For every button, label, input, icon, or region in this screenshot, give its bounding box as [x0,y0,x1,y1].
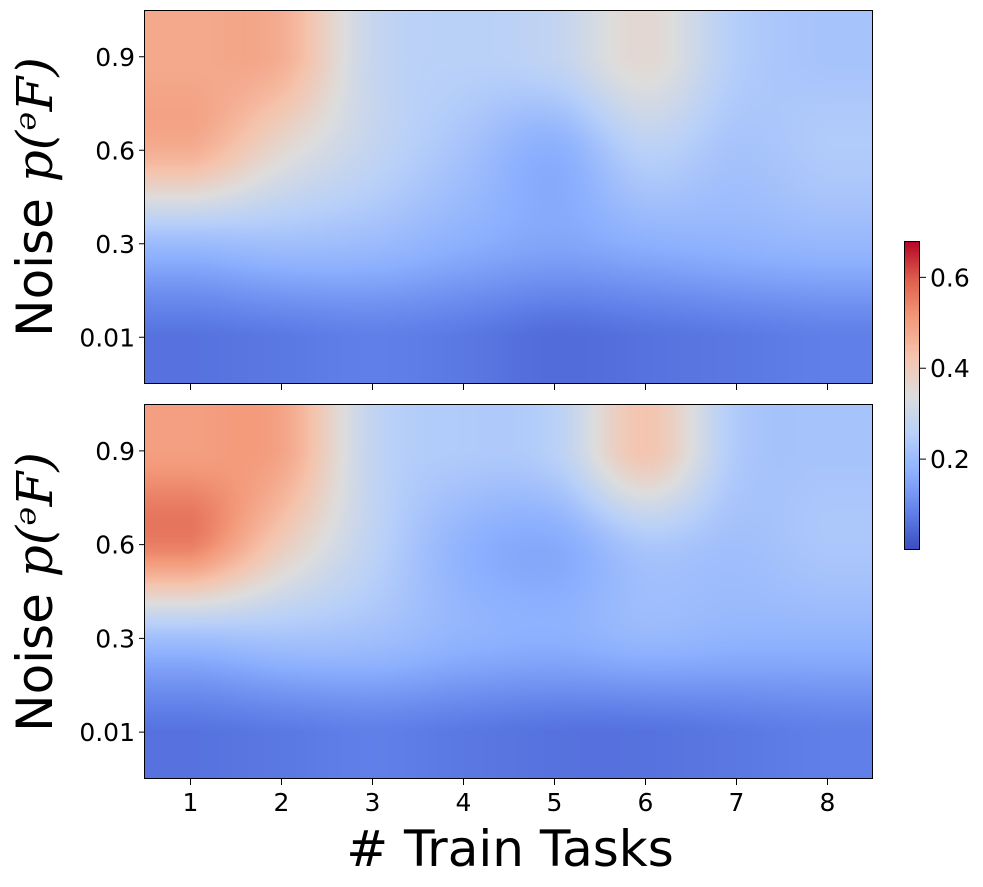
bottom-x-tick-label: 3 [365,788,381,817]
bottom-heatmap-panel: 0.01 0.3 0.6 0.9 1 2 3 4 5 6 7 8 Noise p(ᵊF) # Tra… [6,404,873,878]
bottom-y-axis-label: Noise p(ᵊF) [6,452,64,732]
bottom-y-tick-label: 0.6 [95,531,135,560]
colorbar-frame [904,241,920,550]
top-y-axis-ticks: 0.01 0.3 0.6 0.9 [79,43,145,352]
top-heatmap-image [145,10,873,384]
bottom-x-tick-label: 6 [638,788,654,817]
colorbar-tick-label: 0.6 [930,263,970,292]
colorbar: 0.2 0.4 0.6 [904,241,970,550]
bottom-x-tick-label: 1 [183,788,199,817]
bottom-y-tick-label: 0.9 [95,437,135,466]
bottom-y-tick-label: 0.3 [95,624,135,653]
top-y-tick-label: 0.9 [95,43,135,72]
bottom-heatmap-image [145,404,873,779]
bottom-x-tick-label: 7 [729,788,745,817]
colorbar-gradient [904,241,920,550]
top-y-tick-label: 0.3 [95,230,135,259]
bottom-x-axis-ticks: 1 2 3 4 5 6 7 8 [183,779,836,817]
bottom-x-tick-label: 5 [547,788,563,817]
bottom-x-tick-label: 2 [274,788,290,817]
colorbar-tick-label: 0.2 [930,445,970,474]
bottom-y-axis-ticks: 0.01 0.3 0.6 0.9 [79,437,145,747]
bottom-x-tick-label: 4 [456,788,472,817]
colorbar-ticks: 0.2 0.4 0.6 [920,263,970,474]
top-heatmap-panel: 0.01 0.3 0.6 0.9 Noise p(ᵊF) [6,10,873,390]
bottom-x-tick-label: 8 [820,788,836,817]
top-y-tick-label: 0.01 [79,323,135,352]
bottom-y-tick-label: 0.01 [79,718,135,747]
bottom-plot-frame [144,404,873,779]
top-y-tick-label: 0.6 [95,136,135,165]
colorbar-tick-label: 0.4 [930,354,970,383]
top-y-axis-label: Noise p(ᵊF) [6,57,64,337]
top-x-axis-ticks [190,384,828,390]
x-axis-label: # Train Tasks [346,820,674,878]
top-plot-frame [144,10,873,384]
